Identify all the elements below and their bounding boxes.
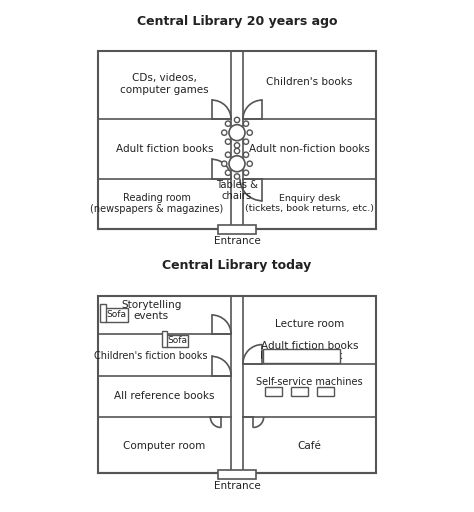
Circle shape xyxy=(247,130,252,135)
Circle shape xyxy=(229,156,245,172)
Text: Sofa: Sofa xyxy=(107,310,127,319)
Circle shape xyxy=(243,139,249,144)
Circle shape xyxy=(234,174,240,179)
Circle shape xyxy=(225,152,231,157)
Bar xyxy=(265,388,283,396)
Bar xyxy=(218,225,256,234)
Text: Entrance: Entrance xyxy=(214,236,260,246)
Bar xyxy=(291,388,308,396)
Circle shape xyxy=(234,117,240,122)
Circle shape xyxy=(243,152,249,157)
Circle shape xyxy=(225,170,231,176)
Circle shape xyxy=(225,121,231,126)
Text: Adult non-fiction books: Adult non-fiction books xyxy=(249,144,370,154)
Circle shape xyxy=(247,161,252,166)
Text: Sofa: Sofa xyxy=(167,336,187,345)
Text: All reference books: All reference books xyxy=(114,391,215,401)
Text: Reading room
(newspapers & magazines): Reading room (newspapers & magazines) xyxy=(91,193,224,215)
Text: Self-service machines: Self-service machines xyxy=(256,377,363,387)
Text: Adult fiction books: Adult fiction books xyxy=(116,144,213,154)
Text: Computer room: Computer room xyxy=(123,441,206,451)
Text: Children's books: Children's books xyxy=(266,77,353,88)
Title: Central Library today: Central Library today xyxy=(163,260,311,272)
Bar xyxy=(100,304,106,322)
Text: Lecture room: Lecture room xyxy=(275,319,344,329)
Circle shape xyxy=(234,143,240,148)
Bar xyxy=(218,470,256,479)
Circle shape xyxy=(243,121,249,126)
Text: Children's fiction books: Children's fiction books xyxy=(94,351,208,360)
Circle shape xyxy=(222,130,227,135)
Text: Storytelling
events: Storytelling events xyxy=(121,300,182,322)
Bar xyxy=(317,388,334,396)
Text: Tables &
chairs: Tables & chairs xyxy=(216,180,258,201)
Text: Café: Café xyxy=(298,441,321,451)
Text: Information desk: Information desk xyxy=(260,351,343,361)
Text: Enquiry desk
(tickets, book returns, etc.): Enquiry desk (tickets, book returns, etc… xyxy=(245,194,374,214)
Bar xyxy=(98,51,376,229)
Bar xyxy=(105,308,128,322)
Circle shape xyxy=(234,148,240,154)
Title: Central Library 20 years ago: Central Library 20 years ago xyxy=(137,15,337,28)
Text: Entrance: Entrance xyxy=(214,481,260,491)
Bar xyxy=(162,331,167,347)
Circle shape xyxy=(243,170,249,176)
Text: Adult fiction books: Adult fiction books xyxy=(261,341,358,351)
Bar xyxy=(98,296,376,473)
Text: CDs, videos,
computer games: CDs, videos, computer games xyxy=(120,73,209,95)
Circle shape xyxy=(225,139,231,144)
Circle shape xyxy=(229,124,245,141)
Circle shape xyxy=(222,161,227,166)
Bar xyxy=(166,335,188,347)
FancyBboxPatch shape xyxy=(263,349,340,363)
